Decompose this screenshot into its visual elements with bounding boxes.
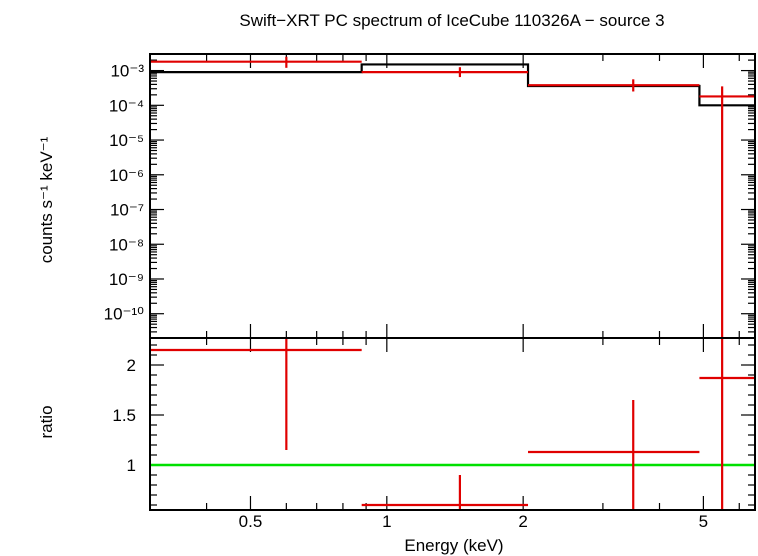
ratio-y-tick-label: 1 xyxy=(127,456,136,475)
ratio-y-tick-label: 1.5 xyxy=(112,406,136,425)
spectrum-y-tick-label: 10⁻⁴ xyxy=(109,96,144,115)
spectrum-y-tick-label: 10⁻⁹ xyxy=(109,270,144,289)
ratio-panel-frame xyxy=(149,337,756,511)
energy-x-tick-label: 0.5 xyxy=(239,512,263,531)
energy-x-axis-label: Energy (keV) xyxy=(404,536,503,555)
spectrum-y-tick-label: 10⁻⁷ xyxy=(110,201,144,220)
energy-x-tick-label: 1 xyxy=(382,512,391,531)
chart-title: Swift−XRT PC spectrum of IceCube 110326A… xyxy=(239,11,664,30)
spectrum-y-tick-label: 10⁻³ xyxy=(110,62,144,81)
energy-x-tick-label: 2 xyxy=(518,512,527,531)
spectrum-y-axis-label: counts s⁻¹ keV⁻¹ xyxy=(37,136,56,263)
ratio-y-axis-label: ratio xyxy=(37,405,56,438)
spectrum-panel: 10⁻³ 10⁻⁴ 10⁻⁵ 10⁻⁶ 10⁻⁷ 10⁻⁸ 10⁻⁹ 10⁻¹⁰ xyxy=(104,53,756,339)
spectrum-y-tick-label: 10⁻¹⁰ xyxy=(104,305,145,324)
energy-x-tick-label: 5 xyxy=(699,512,708,531)
spectrum-y-tick-label: 10⁻⁶ xyxy=(109,166,144,185)
ratio-panel: 1 1.5 2 0.5 1 2 5 xyxy=(112,337,756,531)
spectrum-panel-frame xyxy=(149,53,756,339)
spectrum-y-tick-label: 10⁻⁵ xyxy=(109,131,144,150)
ratio-y-tick-label: 2 xyxy=(127,356,136,375)
spectrum-y-tick-label: 10⁻⁸ xyxy=(109,235,144,254)
model-step-line xyxy=(150,63,755,107)
